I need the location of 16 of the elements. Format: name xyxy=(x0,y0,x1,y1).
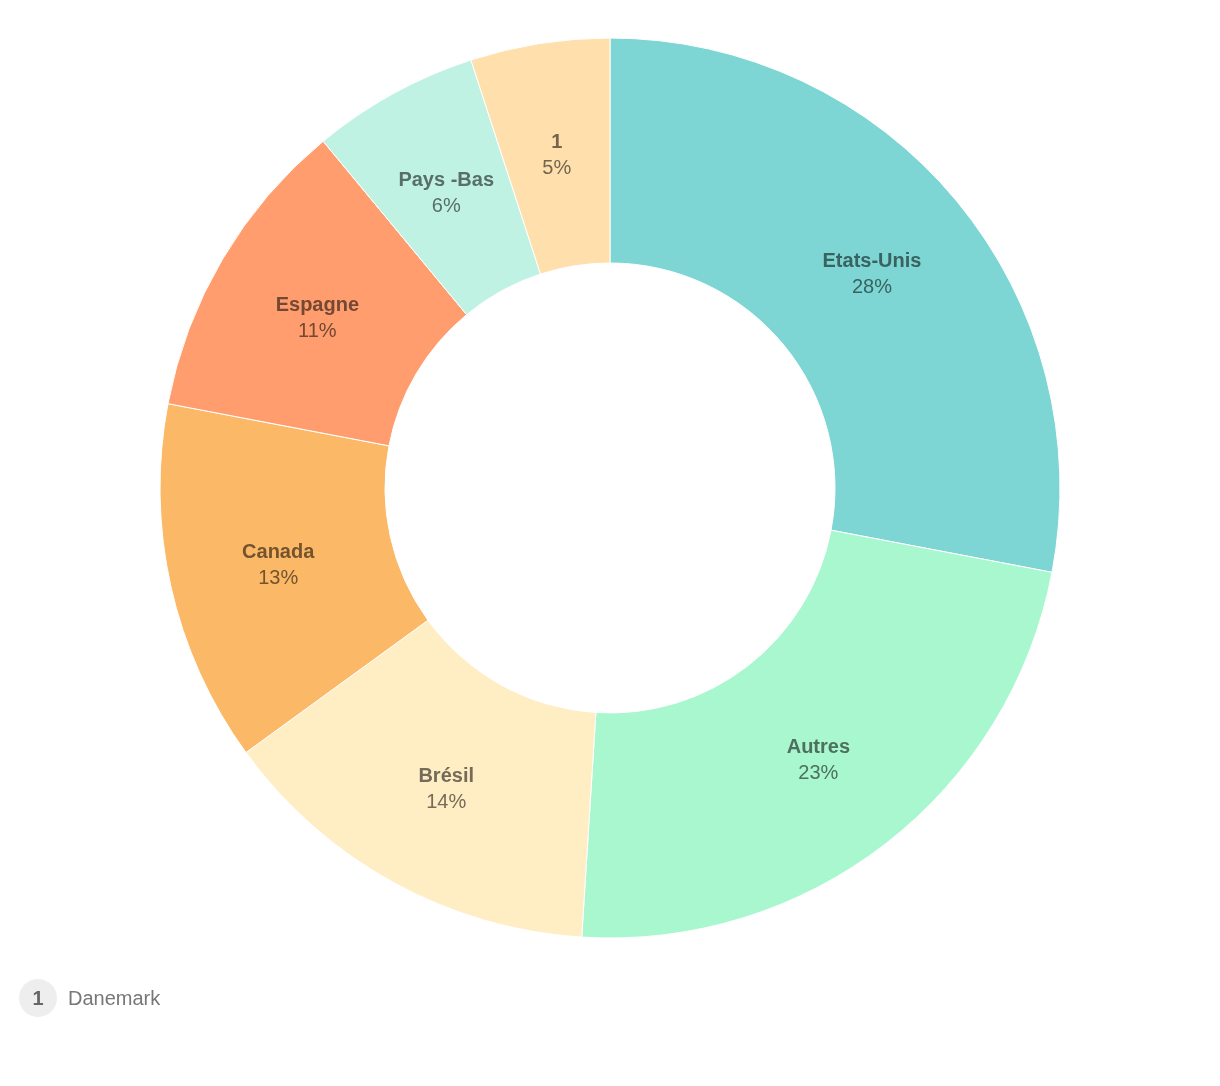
data-label: 23% xyxy=(798,760,839,783)
number-badge: 1 xyxy=(19,979,57,1017)
data-label: 14% xyxy=(426,789,467,812)
slice-label: Brésil xyxy=(418,763,474,786)
slice-label: Pays -Bas xyxy=(398,168,495,191)
slice-label: 1 xyxy=(551,130,563,153)
slice-label: Autres xyxy=(786,734,851,757)
data-label: 28% xyxy=(851,275,893,298)
data-label: 11% xyxy=(298,318,337,341)
data-label: 5% xyxy=(542,156,572,179)
slice-label: Canada xyxy=(242,540,316,563)
slice-label: Espagne xyxy=(275,292,360,315)
data-label: 13% xyxy=(258,566,299,589)
slice-label: Etats-Unis xyxy=(822,249,922,272)
data-label: 6% xyxy=(431,194,461,217)
text: Danemark xyxy=(68,987,162,1009)
